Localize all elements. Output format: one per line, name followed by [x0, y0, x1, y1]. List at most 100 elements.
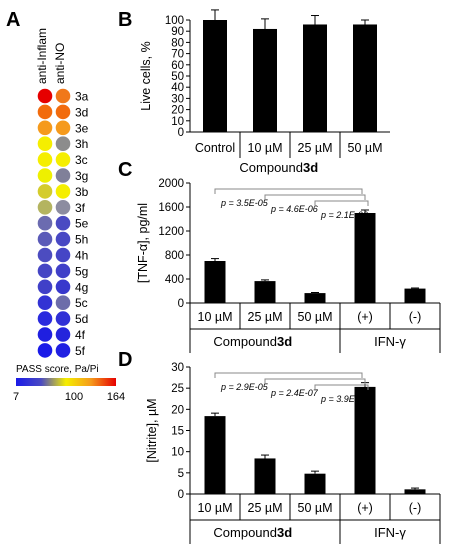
y-tick-label: 1200	[158, 226, 184, 238]
group-label-ifn: IFN-γ	[374, 334, 406, 349]
anti-inflam-dot	[37, 231, 53, 247]
anti-inflam-dot	[37, 152, 53, 167]
compound-label: 5h	[75, 233, 88, 247]
anti-no-dot	[55, 104, 71, 120]
anti-inflam-dot	[37, 247, 53, 263]
x-tick-label: 10 µM	[248, 141, 283, 155]
y-tick-label: 90	[171, 26, 184, 38]
bar	[204, 416, 226, 494]
anti-no-dot	[55, 311, 71, 326]
group-label-prefix: Compound	[213, 334, 277, 349]
p-value-label: p = 2.1E-06	[320, 210, 368, 220]
compound-label: 3c	[75, 153, 88, 167]
x-tick-label: 50 µM	[298, 310, 333, 324]
x-tick-label: 10 µM	[198, 310, 233, 324]
anti-no-dot	[55, 327, 71, 342]
legend-mid: 100	[65, 391, 83, 403]
compound-label: 5e	[75, 217, 89, 231]
y-tick-label: 5	[178, 468, 184, 480]
y-tick-label: 0	[178, 298, 184, 310]
y-axis-label: [TNF-α], pg/ml	[136, 203, 150, 283]
p-value-label: p = 4.6E-06	[270, 204, 318, 214]
anti-no-dot	[55, 200, 71, 215]
compound-label: 4f	[75, 328, 86, 342]
compound-label: 5f	[75, 344, 86, 358]
anti-no-dot	[55, 152, 71, 167]
anti-inflam-dot	[37, 120, 53, 136]
group-label-ifn: IFN-γ	[374, 525, 406, 540]
compound-label: 3h	[75, 137, 88, 151]
y-tick-label: 80	[171, 37, 184, 49]
compound-label: 3e	[75, 121, 89, 135]
anti-no-dot	[55, 136, 71, 151]
anti-inflam-dot	[37, 88, 53, 104]
y-tick-label: 10	[171, 447, 184, 459]
y-axis-label: [Nitrite], µM	[145, 398, 159, 462]
y-tick-label: 0	[178, 489, 184, 501]
y-tick-label: 30	[171, 93, 184, 105]
compound-label: 3g	[75, 169, 88, 183]
anti-no-dot	[55, 120, 71, 136]
anti-no-dot	[55, 184, 71, 199]
bar	[404, 489, 426, 494]
compound-label: 3d	[75, 105, 88, 119]
bar	[304, 473, 326, 494]
y-tick-label: 0	[178, 127, 184, 139]
bar	[353, 24, 377, 133]
anti-inflam-dot	[37, 311, 53, 326]
group-label-bold: 3d	[277, 334, 292, 349]
anti-no-dot	[55, 88, 71, 104]
x-tick-label: (-)	[409, 310, 422, 324]
x-tick-label: 25 µM	[248, 501, 283, 515]
anti-no-dot	[55, 168, 71, 183]
compound-label: 3b	[75, 185, 89, 199]
anti-no-dot	[55, 343, 71, 358]
significance-bracket	[314, 384, 369, 390]
p-value-label: p = 2.4E-07	[270, 388, 319, 398]
anti-inflam-dot	[37, 263, 53, 279]
anti-inflam-dot	[37, 200, 53, 215]
column-label-anti-no: anti-NO	[53, 43, 67, 84]
significance-bracket	[214, 188, 363, 194]
y-tick-label: 30	[171, 362, 184, 374]
compound-label: 4g	[75, 280, 88, 294]
anti-inflam-dot	[37, 327, 53, 342]
y-tick-label: 800	[165, 250, 184, 262]
anti-inflam-dot	[37, 184, 53, 199]
significance-bracket	[214, 372, 363, 378]
anti-inflam-dot	[37, 168, 53, 183]
y-tick-label: 20	[171, 105, 184, 117]
anti-inflam-dot	[37, 295, 53, 311]
group-label-prefix: Compound	[239, 160, 303, 175]
significance-bracket	[264, 194, 366, 200]
p-value-label: p = 3.5E-05	[220, 198, 269, 208]
anti-inflam-dot	[37, 136, 53, 151]
y-tick-label: 100	[165, 15, 184, 27]
anti-no-dot	[55, 231, 71, 247]
bar	[253, 28, 277, 132]
column-label-anti-inflam: anti-Inflam	[35, 28, 49, 84]
group-label-bold: 3d	[277, 525, 292, 540]
y-tick-label: 400	[165, 274, 184, 286]
x-tick-label: 50 µM	[298, 501, 333, 515]
bar	[304, 293, 326, 303]
y-tick-label: 60	[171, 60, 184, 72]
compound-label: 5g	[75, 264, 88, 278]
bar	[254, 458, 276, 494]
panel-a-letter: A	[6, 9, 20, 31]
group-label-bold: 3d	[303, 160, 318, 175]
compound-label: 5d	[75, 312, 88, 326]
anti-no-dot	[55, 215, 71, 231]
compound-label: 4h	[75, 249, 88, 263]
x-tick-label: 25 µM	[298, 141, 333, 155]
panel-b-letter: B	[118, 9, 132, 31]
bar	[204, 261, 226, 303]
panel-d-letter: D	[118, 349, 132, 371]
legend-colorbar	[16, 378, 116, 386]
x-tick-label: Control	[195, 141, 235, 155]
y-axis-label: Live cells, %	[139, 41, 153, 110]
y-tick-label: 2000	[158, 178, 184, 190]
p-value-label: p = 3.9E-08	[320, 394, 368, 404]
